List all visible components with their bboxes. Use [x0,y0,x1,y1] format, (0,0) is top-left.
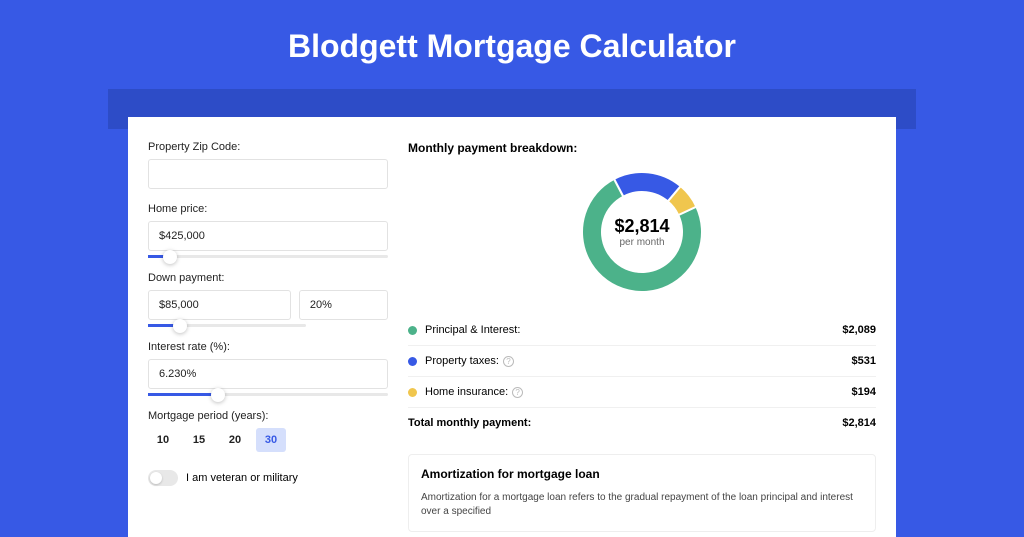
legend-dot-icon [408,326,417,335]
down-payment-pct-input[interactable] [299,290,388,320]
home-price-slider[interactable] [148,255,388,258]
down-payment-slider-knob[interactable] [173,319,187,333]
interest-rate-input[interactable] [148,359,388,389]
info-icon[interactable]: ? [512,387,523,398]
legend-dot-icon [408,388,417,397]
veteran-toggle-knob [150,472,162,484]
zip-input[interactable] [148,159,388,189]
legend-row: Principal & Interest:$2,089 [408,315,876,346]
period-btn-15[interactable]: 15 [184,428,214,452]
veteran-label: I am veteran or military [186,472,298,484]
period-btn-30[interactable]: 30 [256,428,286,452]
donut-center-sub: per month [614,237,669,248]
down-payment-slider[interactable] [148,324,306,327]
legend-value: $531 [852,355,876,367]
total-label: Total monthly payment: [408,417,842,429]
payment-donut-chart: $2,814 per month [577,167,707,297]
amortization-card: Amortization for mortgage loan Amortizat… [408,454,876,532]
legend-value: $2,089 [842,324,876,336]
amortization-title: Amortization for mortgage loan [421,467,863,481]
amortization-text: Amortization for a mortgage loan refers … [421,491,863,519]
total-value: $2,814 [842,417,876,429]
info-icon[interactable]: ? [503,356,514,367]
calculator-panel: Property Zip Code: Home price: Down paym… [128,117,896,537]
breakdown-column: Monthly payment breakdown: $2,814 per mo… [408,141,876,537]
home-price-slider-knob[interactable] [163,250,177,264]
legend-row: Home insurance:?$194 [408,377,876,408]
total-row: Total monthly payment: $2,814 [408,408,876,438]
period-btn-10[interactable]: 10 [148,428,178,452]
interest-rate-slider-knob[interactable] [211,388,225,402]
legend-label: Property taxes:? [425,355,852,367]
period-label: Mortgage period (years): [148,410,388,422]
legend-label: Home insurance:? [425,386,852,398]
page-title: Blodgett Mortgage Calculator [0,0,1024,89]
form-column: Property Zip Code: Home price: Down paym… [148,141,388,537]
zip-label: Property Zip Code: [148,141,388,153]
period-btn-20[interactable]: 20 [220,428,250,452]
legend-value: $194 [852,386,876,398]
veteran-toggle[interactable] [148,470,178,486]
legend-label: Principal & Interest: [425,324,842,336]
breakdown-title: Monthly payment breakdown: [408,141,876,155]
legend-row: Property taxes:?$531 [408,346,876,377]
interest-rate-slider[interactable] [148,393,388,396]
legend-dot-icon [408,357,417,366]
down-payment-input[interactable] [148,290,291,320]
donut-center-value: $2,814 [614,216,669,237]
interest-rate-label: Interest rate (%): [148,341,388,353]
home-price-input[interactable] [148,221,388,251]
down-payment-label: Down payment: [148,272,388,284]
home-price-label: Home price: [148,203,388,215]
